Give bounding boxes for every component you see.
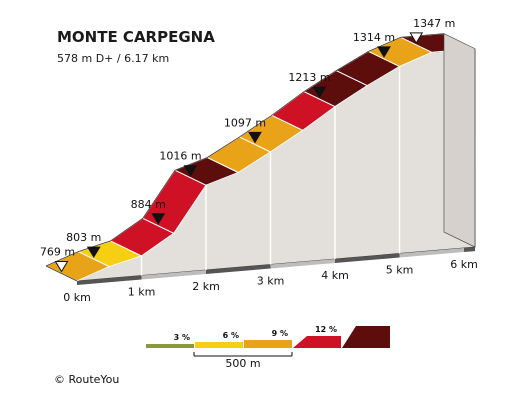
- profile-right-face: [443, 33, 476, 248]
- elevation-marker-icon: [377, 46, 391, 58]
- chart-subtitle: 578 m D+ / 6.17 km: [57, 52, 169, 65]
- elevation-label: 1016 m: [159, 150, 201, 163]
- elevation-label: 1347 m: [413, 17, 455, 30]
- legend-label: 9 %: [272, 329, 288, 338]
- km-band: [270, 259, 335, 269]
- legend-swatch: [293, 336, 341, 348]
- endpoint-marker-icon: [409, 32, 424, 44]
- elevation-label: 1314 m: [353, 31, 395, 44]
- legend-swatch: [342, 326, 390, 348]
- km-band: [141, 270, 206, 280]
- x-tick-label: 0 km: [63, 291, 91, 304]
- elevation-marker-icon: [151, 213, 166, 225]
- km-band: [206, 264, 271, 274]
- km-band: [464, 247, 475, 252]
- profile-left-face: [45, 265, 78, 282]
- legend-label: 6 %: [223, 331, 239, 340]
- gradient-legend: 3 % 6 % 9 % 12 % 500 m: [146, 325, 390, 370]
- km-band: [77, 275, 142, 285]
- elevation-label: 769 m: [40, 246, 75, 259]
- elevation-marker-icon: [248, 131, 262, 144]
- elevation-label: 803 m: [66, 231, 101, 244]
- elevation-label: 1097 m: [224, 116, 266, 129]
- profile-area: [44, 33, 477, 282]
- distance-axis: 0 km 1 km 2 km 3 km 4 km 5 km 6 km: [63, 247, 478, 304]
- x-tick-label: 5 km: [386, 264, 414, 277]
- x-tick-label: 2 km: [192, 280, 220, 293]
- scale-label: 500 m: [225, 357, 260, 370]
- x-tick-label: 4 km: [321, 269, 349, 282]
- profile-back-edge: [45, 33, 445, 267]
- x-tick-label: 6 km: [450, 258, 478, 271]
- legend-label: 3 %: [174, 333, 190, 342]
- km-band: [335, 253, 400, 263]
- elevation-label: 884 m: [131, 198, 166, 211]
- legend-swatch: [195, 342, 243, 348]
- copyright-text: © RouteYou: [54, 373, 119, 386]
- elevation-marker-icon: [312, 86, 327, 99]
- x-tick-label: 3 km: [257, 275, 285, 288]
- legend-label: 12 %: [315, 325, 337, 334]
- chart-title: MONTE CARPEGNA: [57, 28, 215, 46]
- elevation-label: 1213 m: [288, 71, 330, 84]
- legend-swatch: [146, 344, 194, 348]
- km-band: [399, 248, 464, 258]
- elevation-marker-icon: [86, 246, 101, 259]
- x-tick-label: 1 km: [128, 286, 156, 299]
- elevation-markers: 769 m 803 m 884 m 1016 m 1097 m 1213 m 1314 m 1…: [40, 17, 455, 273]
- endpoint-marker-icon: [54, 261, 69, 273]
- legend-swatch: [244, 340, 292, 348]
- elevation-marker-icon: [183, 165, 198, 177]
